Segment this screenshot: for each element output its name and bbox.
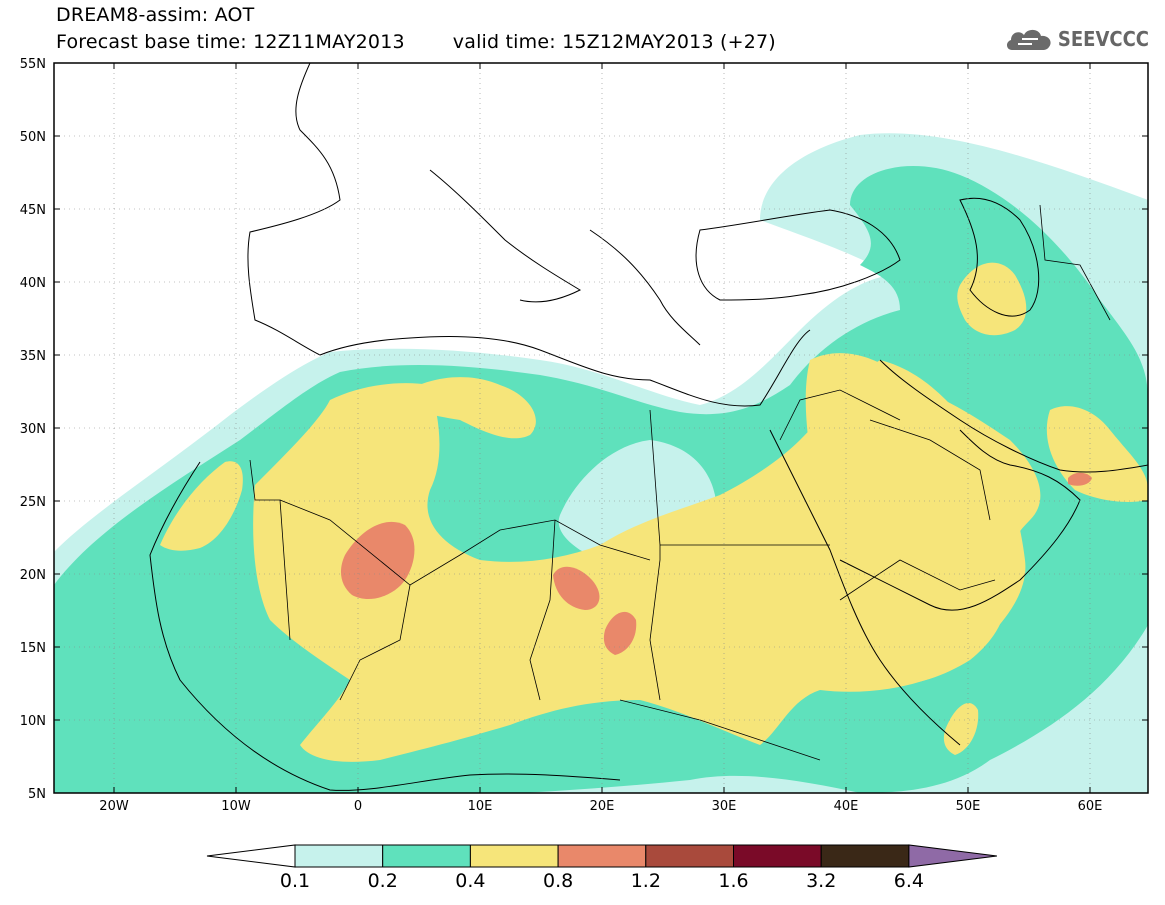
forecast-time-line: Forecast base time: 12Z11MAY2013 valid ti… xyxy=(56,31,776,53)
aot-contour-0-8-chad xyxy=(553,566,600,610)
seevccc-logo: SEEVCCC xyxy=(1004,26,1149,52)
country-borders xyxy=(249,204,1111,761)
lon-label: 20W xyxy=(99,799,129,814)
lat-label: 10N xyxy=(20,714,46,729)
lat-label: 5N xyxy=(28,787,46,802)
map-title: DREAM8-assim: AOT xyxy=(56,4,255,26)
aot-contour-0-8-mali xyxy=(340,521,415,600)
aot-contour-0-4-caspian xyxy=(957,262,1027,336)
cloud-logo-icon xyxy=(1006,29,1051,50)
lon-label: 30E xyxy=(712,799,737,814)
lon-label: 60E xyxy=(1078,799,1103,814)
lat-labels: 55N 50N 45N 40N 35N 30N 25N 20N 15N 10N … xyxy=(20,57,46,802)
graticule xyxy=(54,63,1148,793)
coastlines xyxy=(149,63,1148,791)
lat-label: 30N xyxy=(20,422,46,437)
lat-label: 20N xyxy=(20,568,46,583)
aot-contour-0-8-sudan xyxy=(603,611,637,655)
tick-marks xyxy=(54,63,1148,793)
valid-time: valid time: 15Z12MAY2013 (+27) xyxy=(452,31,776,53)
lat-label: 35N xyxy=(20,349,46,364)
aot-contour-0-4-wsahara xyxy=(160,461,243,551)
lat-label: 40N xyxy=(20,276,46,291)
lat-label: 25N xyxy=(20,495,46,510)
aot-contour-0-8-iran xyxy=(1068,472,1092,486)
lon-label: 40E xyxy=(834,799,859,814)
aot-contour-0-4-somalia xyxy=(943,702,979,755)
lat-label: 45N xyxy=(20,203,46,218)
forecast-base-time: Forecast base time: 12Z11MAY2013 xyxy=(56,31,405,53)
lon-label: 20E xyxy=(590,799,615,814)
lon-label: 10E xyxy=(468,799,493,814)
logo-text: SEEVCCC xyxy=(1057,27,1149,51)
aot-contour-0-4-arabia xyxy=(805,353,1041,685)
lat-label: 15N xyxy=(20,641,46,656)
lon-label: 10W xyxy=(221,799,251,814)
lon-label: 50E xyxy=(956,799,981,814)
lon-labels: 20W 10W 0 10E 20E 30E 40E 50E 60E xyxy=(99,799,1102,814)
lat-label: 50N xyxy=(20,130,46,145)
lat-label: 55N xyxy=(20,57,46,72)
lon-label: 0 xyxy=(354,799,362,814)
aot-contour-0-4-algeria xyxy=(400,377,536,439)
